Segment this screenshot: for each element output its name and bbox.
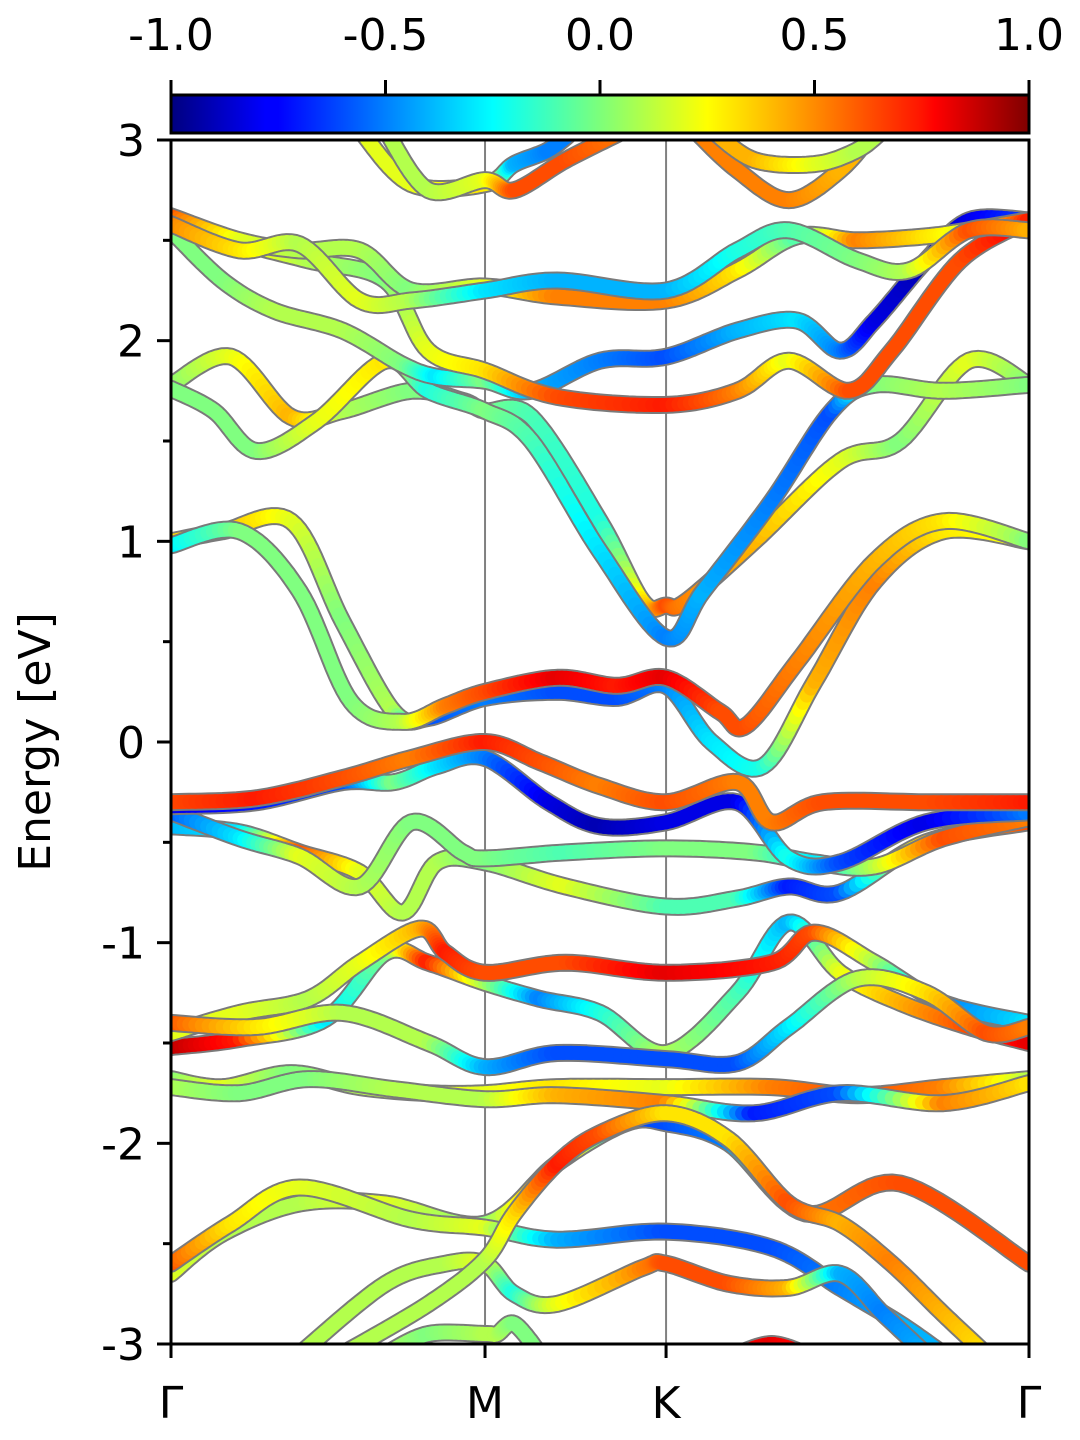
band-segment <box>868 140 883 145</box>
band-segment <box>910 1338 926 1344</box>
band-segment <box>389 1343 394 1344</box>
y-axis: -3 -2 -1 0 1 2 3 <box>101 116 171 1371</box>
band-segment <box>300 1340 314 1344</box>
band-11 <box>171 733 1029 832</box>
band-segment <box>933 1342 942 1344</box>
y-tick-label: -2 <box>101 1119 145 1170</box>
band-21 <box>381 140 626 202</box>
band-segment <box>919 1343 925 1344</box>
band-segment <box>914 1341 926 1344</box>
band-segment <box>601 140 619 146</box>
band-segment <box>744 1343 750 1344</box>
y-tick-label: 0 <box>117 718 145 769</box>
band-segment <box>740 1352 742 1353</box>
band-segment <box>748 1339 765 1344</box>
band-segment <box>538 1351 539 1353</box>
band-segment <box>744 1342 754 1344</box>
colorbar-tick-label: -0.5 <box>343 10 429 61</box>
band-segment <box>974 1341 986 1344</box>
band-segment <box>539 1353 540 1354</box>
bands-layer <box>171 140 1029 1354</box>
band-segment <box>775 1338 792 1344</box>
band-segment <box>984 1352 986 1354</box>
band-segment <box>870 140 883 143</box>
band-22 <box>691 140 879 210</box>
band-segment <box>606 140 621 144</box>
band-13 <box>171 511 1029 738</box>
band-segment <box>346 1339 363 1344</box>
y-tick-label: 2 <box>117 317 145 368</box>
band-segment <box>924 1338 941 1344</box>
band-segment <box>799 1351 801 1352</box>
y-tick-label: 3 <box>117 116 145 167</box>
band-segment <box>389 1342 399 1344</box>
band-segment <box>778 1339 795 1344</box>
band-segment <box>940 1351 942 1352</box>
band-27 <box>342 1104 989 1354</box>
plot-area: -3 -2 -1 0 1 2 3 Γ M K Γ <box>101 116 1042 1429</box>
colorbar-tick-label: 0.0 <box>565 10 635 61</box>
band-segment <box>358 140 374 146</box>
band-segment <box>694 140 711 146</box>
band-segment <box>801 1352 803 1353</box>
colorbar-ticks: -1.0 -0.5 0.0 0.5 1.0 <box>128 10 1064 95</box>
band-segment <box>531 1341 541 1344</box>
band-4 <box>171 1070 1029 1123</box>
band-segment <box>391 1338 407 1344</box>
band-segment <box>527 1339 542 1344</box>
band-segment <box>389 1340 404 1344</box>
y-axis-title: Energy [eV] <box>10 612 61 872</box>
y-tick-label: 1 <box>117 517 145 568</box>
x-tick-label: Γ <box>1017 1378 1042 1429</box>
band-segment <box>860 140 876 146</box>
band-19 <box>171 215 1029 315</box>
band-segment <box>970 1338 986 1344</box>
band-segment <box>300 1351 304 1354</box>
x-tick-label: Γ <box>159 1378 184 1429</box>
band-7 <box>171 968 1029 1077</box>
colorbar-tick-label: 0.5 <box>780 10 850 61</box>
y-tick-label: -1 <box>101 919 145 970</box>
x-tick-label: M <box>466 1378 504 1429</box>
band-segment <box>746 1340 762 1344</box>
band-segment <box>942 1353 944 1354</box>
band-segment <box>559 140 573 145</box>
y-tick-label: -3 <box>101 1320 145 1371</box>
band-23 <box>709 140 886 174</box>
band-segment <box>924 1352 926 1354</box>
band-segment <box>785 1341 798 1344</box>
band-segment <box>803 1353 805 1354</box>
band-segment <box>745 1341 758 1344</box>
band-segment <box>781 1340 797 1344</box>
band-segment <box>979 1343 985 1344</box>
x-tick-label: K <box>652 1378 682 1429</box>
band-segment <box>386 1353 388 1354</box>
band-segment <box>742 1351 744 1352</box>
band-segment <box>751 1338 768 1344</box>
band-segment <box>793 1343 800 1344</box>
band-25 <box>297 1251 929 1354</box>
colorbar-tick-label: 1.0 <box>994 10 1064 61</box>
colorbar-tick-label: -1.0 <box>128 10 214 61</box>
colorbar-gradient <box>169 93 1031 135</box>
band-24 <box>385 1314 544 1354</box>
band-segment <box>712 140 727 145</box>
band-segment <box>739 1353 741 1354</box>
band-segment <box>343 1352 347 1354</box>
colorbar: -1.0 -0.5 0.0 0.5 1.0 <box>128 10 1064 135</box>
band-segment <box>928 1340 942 1344</box>
band-segment <box>345 1342 355 1344</box>
band-9 <box>171 803 1029 897</box>
band-segment <box>789 1342 799 1344</box>
band-segment <box>561 140 574 143</box>
band-segment <box>387 1352 389 1353</box>
